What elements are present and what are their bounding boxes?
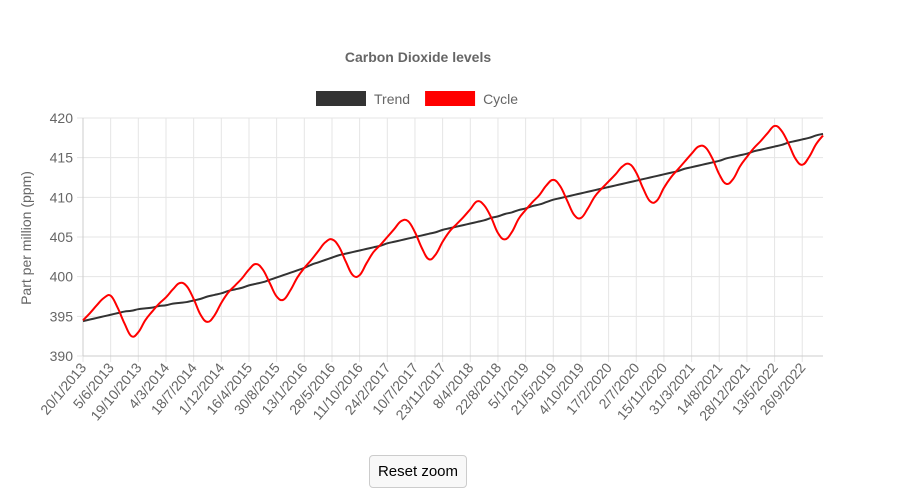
legend-swatch: [316, 91, 366, 106]
chart-title: Carbon Dioxide levels: [345, 49, 491, 65]
y-tick-label: 415: [50, 150, 74, 166]
y-tick-label: 405: [50, 229, 74, 245]
reset-zoom-button[interactable]: Reset zoom: [369, 455, 467, 488]
legend-label: Cycle: [483, 91, 518, 107]
y-tick-label: 410: [50, 189, 74, 205]
y-tick-label: 390: [50, 348, 74, 364]
y-tick-label: 420: [50, 110, 74, 126]
chart: Carbon Dioxide levels Part per million (…: [18, 49, 824, 424]
y-axis-title: Part per million (ppm): [18, 171, 34, 305]
legend-swatch: [425, 91, 476, 106]
line-series: [82, 124, 824, 338]
y-tick-label: 395: [50, 308, 74, 324]
y-tick-label: 400: [50, 269, 74, 285]
legend-label: Trend: [374, 91, 410, 107]
